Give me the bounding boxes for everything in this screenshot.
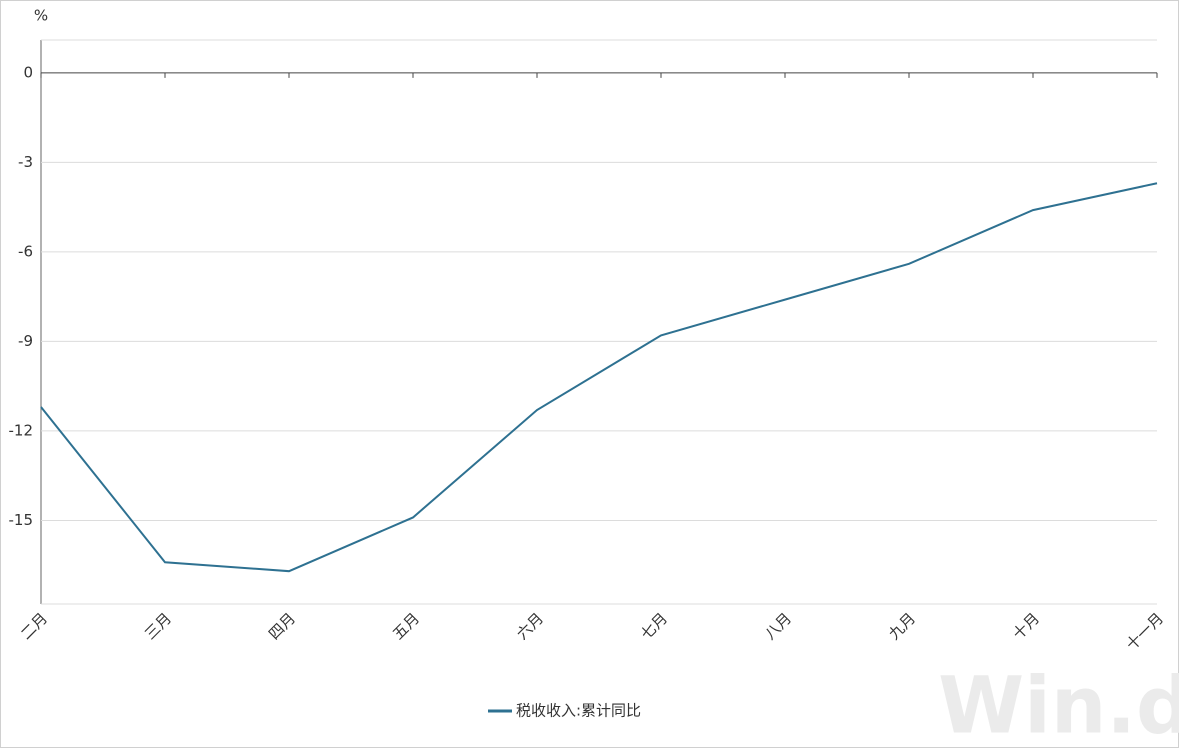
- watermark: Win.d: [938, 661, 1179, 748]
- series-line: [40, 182, 1158, 573]
- y-unit: %: [34, 7, 48, 25]
- y-tick-label: -12: [9, 421, 34, 439]
- y-tick-label: -9: [18, 332, 33, 350]
- y-tick-label: -6: [18, 242, 33, 260]
- y-tick-label: 0: [23, 63, 33, 81]
- y-tick-label: -3: [18, 153, 33, 171]
- y-tick-label: -15: [9, 511, 34, 529]
- legend-label: 税收收入:累计同比: [516, 702, 641, 720]
